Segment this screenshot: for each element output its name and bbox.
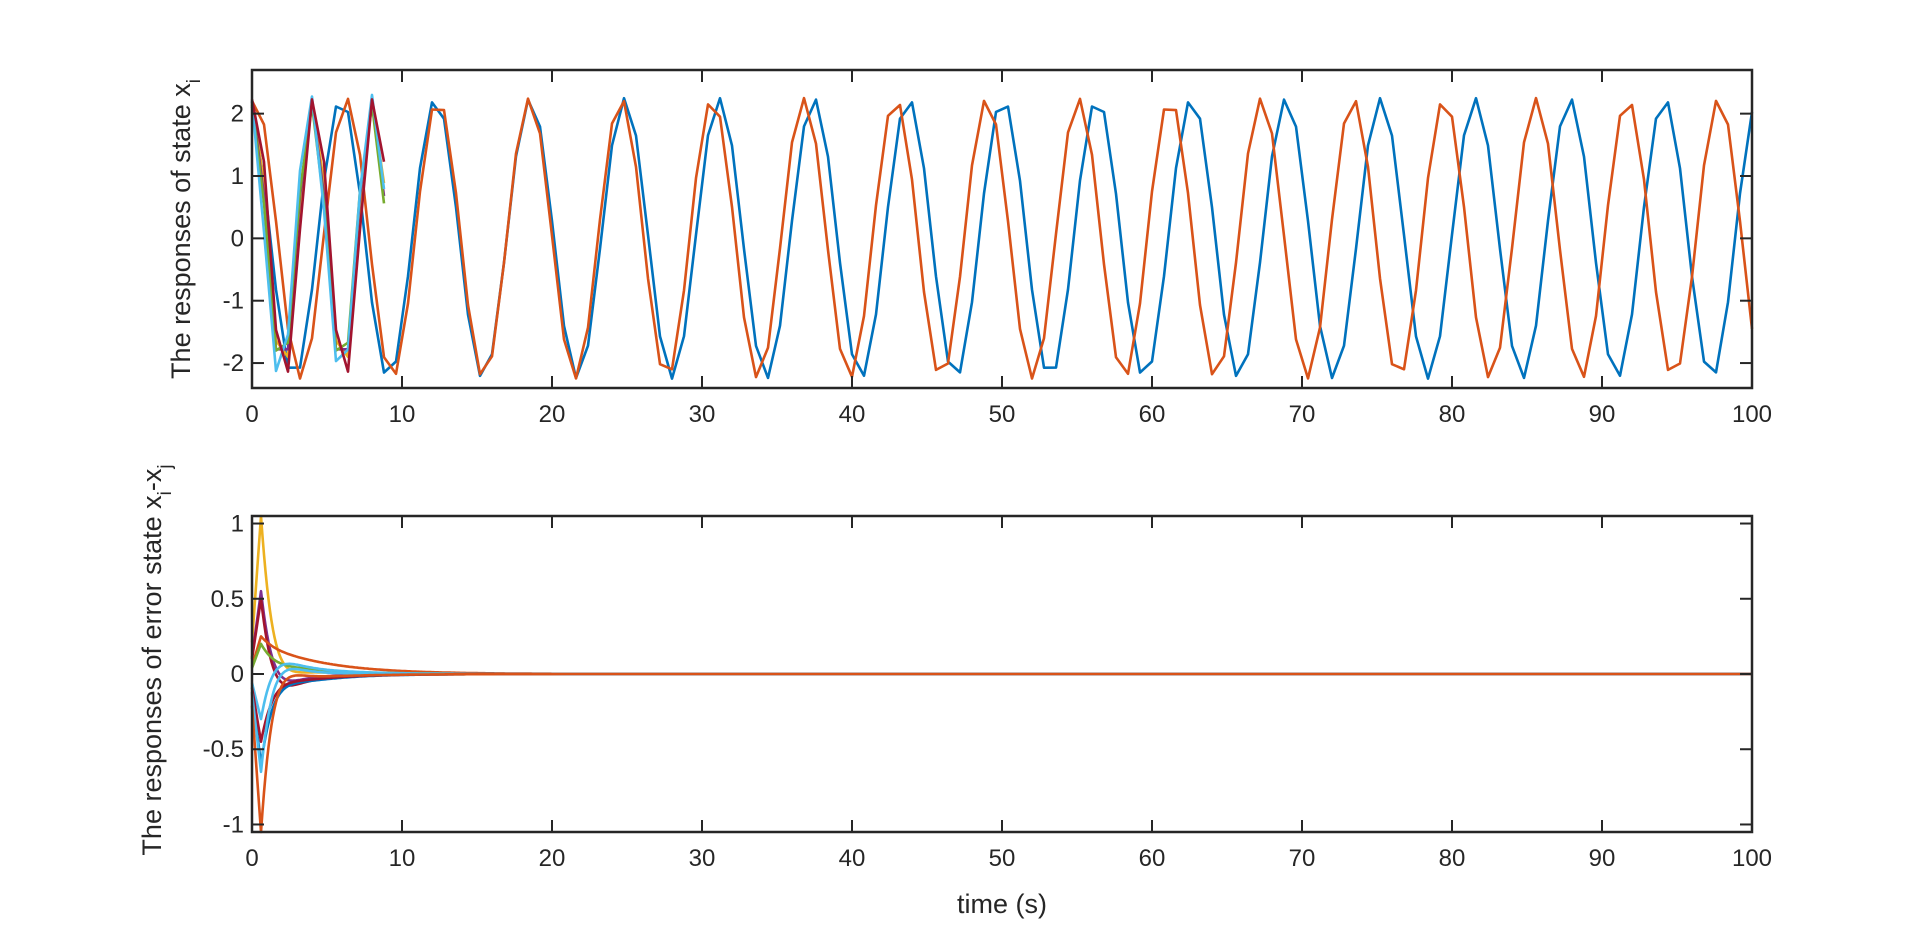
x-tick-label: 60	[1139, 845, 1166, 872]
series-line	[250, 96, 1754, 380]
bottom-y-ticks: -1 -0.5 0 0.5 1	[203, 511, 1752, 838]
top-axes-box	[250, 68, 1754, 390]
x-axis-label: time (s)	[957, 889, 1047, 919]
x-tick-label: 10	[389, 401, 416, 428]
series-line	[250, 672, 1752, 834]
x-tick-label: 0	[245, 845, 258, 872]
top-y-ticks: -2 -1 0 1 2	[223, 101, 1752, 377]
y-tick-label: 1	[231, 511, 244, 538]
y-tick-label: 0	[231, 661, 244, 688]
top-plot-lines	[250, 93, 1754, 380]
bottom-plot-lines	[250, 514, 1752, 834]
x-tick-label: 80	[1439, 401, 1466, 428]
bottom-axes: 0 10 20 30 40 50 60 70 80 90 100 -1 -0.5 0 0.5 1 The r…	[137, 464, 1772, 919]
series-line	[250, 667, 1752, 774]
x-tick-label: 10	[389, 845, 416, 872]
series-line	[250, 635, 1752, 676]
x-tick-label: 0	[245, 401, 258, 428]
x-tick-label: 20	[539, 845, 566, 872]
series-line	[250, 98, 386, 373]
x-tick-label: 60	[1139, 401, 1166, 428]
series-line	[250, 672, 1752, 766]
bottom-x-ticks: 0 10 20 30 40 50 60 70 80 90 100	[245, 516, 1772, 872]
x-tick-label: 50	[989, 401, 1016, 428]
x-tick-label: 50	[989, 845, 1016, 872]
top-x-ticks: 0 10 20 30 40 50 60 70 80 90 100	[245, 70, 1772, 428]
x-tick-label: 100	[1732, 401, 1772, 428]
x-tick-label: 90	[1589, 401, 1616, 428]
x-tick-label: 40	[839, 401, 866, 428]
series-line	[250, 642, 1752, 676]
y-tick-label: -0.5	[203, 736, 244, 763]
y-tick-label: -1	[223, 811, 244, 838]
x-tick-label: 90	[1589, 845, 1616, 872]
series-line	[250, 589, 1752, 683]
y-tick-label: -1	[223, 288, 244, 315]
y-tick-label: 0.5	[211, 586, 244, 613]
x-tick-label: 80	[1439, 845, 1466, 872]
top-y-axis-label: The responses of state xi	[166, 79, 205, 379]
x-tick-label: 40	[839, 845, 866, 872]
series-line	[250, 672, 1752, 744]
top-axes: 0 10 20 30 40 50 60 70 80 90 100 -2 -1 0 1 2 The respo…	[166, 68, 1772, 428]
y-tick-label: -2	[223, 350, 244, 377]
x-tick-label: 20	[539, 401, 566, 428]
y-tick-label: 0	[231, 225, 244, 252]
series-line	[250, 96, 1754, 380]
series-line	[250, 93, 386, 373]
series-line	[250, 514, 1752, 676]
x-tick-label: 70	[1289, 401, 1316, 428]
x-tick-label: 30	[689, 845, 716, 872]
x-tick-label: 70	[1289, 845, 1316, 872]
bottom-y-axis-label: The responses of error state xi-xj	[137, 464, 176, 855]
x-tick-label: 30	[689, 401, 716, 428]
y-tick-label: 1	[231, 163, 244, 190]
y-tick-label: 2	[231, 101, 244, 128]
x-tick-label: 100	[1732, 845, 1772, 872]
